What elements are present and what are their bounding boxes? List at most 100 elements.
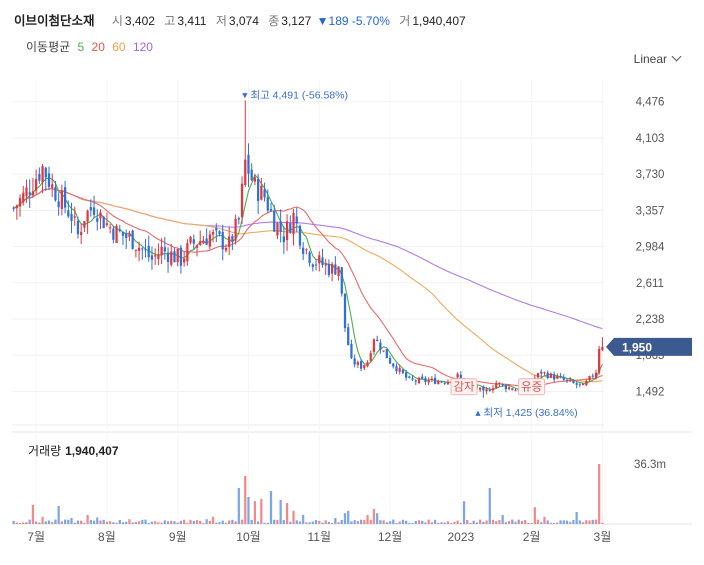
candle	[569, 377, 572, 383]
ma120-legend[interactable]: 120	[132, 40, 153, 54]
volume-bar	[462, 501, 466, 524]
volume-bar	[273, 519, 276, 524]
volume-label: 거	[399, 14, 411, 28]
candle-body	[308, 252, 311, 263]
volume-bar	[22, 522, 25, 524]
low-label: 저	[215, 14, 227, 28]
candle-body	[31, 191, 35, 196]
candle-body	[183, 258, 186, 263]
candle	[507, 384, 511, 391]
candle	[549, 372, 553, 379]
candle-body	[134, 249, 137, 251]
candle	[31, 178, 35, 198]
ma5-legend[interactable]: 5	[77, 40, 85, 54]
candle	[237, 216, 240, 225]
candle	[128, 230, 131, 241]
candle-body	[459, 374, 462, 379]
candle	[601, 337, 604, 351]
volume-bar	[92, 520, 96, 524]
candle-body	[192, 239, 195, 244]
volume-bar	[38, 522, 41, 524]
candle	[591, 373, 594, 379]
volume-bar	[443, 522, 446, 524]
candle-body	[237, 218, 240, 220]
volume-bar	[25, 522, 28, 524]
ma20-legend[interactable]: 20	[91, 40, 105, 54]
candle-body	[228, 236, 231, 247]
ma60-legend[interactable]: 60	[112, 40, 126, 54]
candle-body	[366, 362, 369, 367]
volume-bar	[321, 522, 324, 524]
candle	[337, 266, 340, 281]
volume-bar	[485, 520, 488, 524]
candle	[96, 209, 99, 231]
candle	[266, 189, 269, 214]
volume-bar	[96, 517, 99, 524]
y-tick-label: 2,238	[636, 314, 665, 326]
candle	[89, 199, 92, 217]
volume-bar	[408, 522, 411, 524]
candle	[282, 226, 285, 254]
volume-bar	[292, 510, 295, 524]
candle-body	[67, 210, 70, 217]
candle-body	[359, 361, 363, 369]
volume-bar	[575, 512, 578, 524]
candle	[28, 179, 31, 208]
candle-body	[38, 173, 41, 181]
volume-bar	[228, 520, 231, 524]
candle-body	[549, 373, 553, 378]
candle	[38, 167, 41, 184]
candle	[485, 386, 488, 395]
volume-bar	[308, 522, 311, 524]
candle	[54, 180, 57, 202]
candle	[118, 224, 121, 233]
candle-body	[234, 218, 237, 241]
candle	[109, 223, 112, 234]
candle-body	[507, 387, 511, 390]
volume-bar	[12, 520, 15, 524]
x-tick-label: 12월	[378, 530, 402, 544]
candle-body	[311, 264, 314, 268]
candle-body	[305, 249, 308, 251]
volume-bar	[504, 522, 507, 524]
volume-bar	[331, 523, 334, 524]
scale-dropdown[interactable]: Linear	[633, 51, 682, 66]
change-value: ▼189 -5.70%	[316, 14, 390, 28]
volume-bar	[507, 520, 511, 524]
candle	[318, 251, 321, 272]
candle-body	[337, 266, 340, 277]
candle	[250, 163, 253, 182]
candle	[340, 267, 343, 297]
scale-label: Linear	[633, 52, 667, 66]
volume-bar	[163, 520, 166, 524]
candle-body	[302, 247, 305, 255]
candle-body	[559, 376, 562, 378]
candle-body	[427, 380, 430, 383]
candle-body	[556, 376, 559, 379]
candle	[543, 371, 546, 376]
candle	[385, 348, 388, 359]
candle	[134, 249, 137, 258]
low-value: 3,074	[228, 14, 259, 28]
volume-bar	[501, 515, 504, 524]
candle-body	[295, 216, 298, 224]
candle	[12, 206, 15, 212]
candle-body	[83, 221, 86, 228]
candle-body	[147, 245, 150, 258]
volume-bar	[279, 500, 282, 524]
candle	[44, 166, 47, 191]
candle	[594, 369, 598, 380]
volume-bar	[67, 519, 70, 524]
volume-bar	[466, 519, 469, 524]
volume-bar	[517, 519, 520, 524]
volume-bar	[221, 520, 224, 524]
candle	[141, 247, 144, 260]
candle-body	[591, 375, 594, 377]
candle	[183, 251, 186, 267]
x-tick-label: 10월	[236, 530, 260, 544]
volume-bar	[363, 520, 366, 524]
candle	[440, 380, 443, 383]
candle	[331, 261, 334, 282]
candle-body	[334, 264, 337, 275]
